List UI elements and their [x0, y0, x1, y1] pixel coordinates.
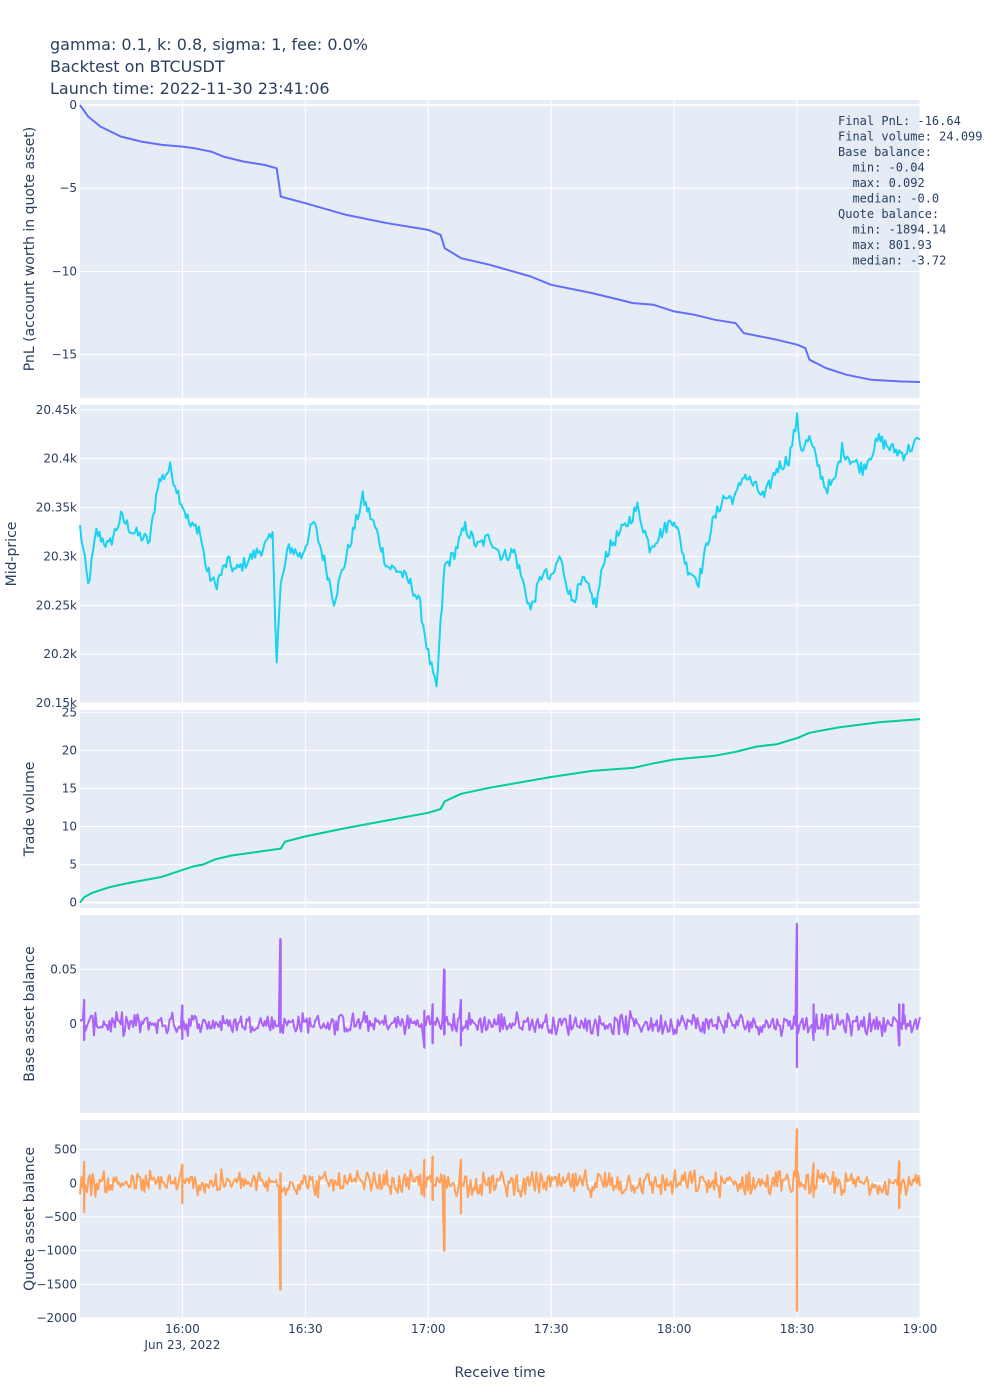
- y-tick-label: 20.25k: [36, 598, 77, 612]
- x-tick-label: 17:30: [534, 1322, 569, 1336]
- subplot-panels: 0 −5 −10 −15 PnL (account worth in quote ass…: [4, 98, 921, 1325]
- y-tick-label: −2000: [36, 1311, 77, 1325]
- series-line: [79, 104, 921, 383]
- y-tick-label: 20.45k: [36, 403, 77, 417]
- panel-mid-price: 20.45k 20.4k 20.35k 20.3k 20.25k 20.2k 20.15k M…: [4, 403, 921, 710]
- y-axis-title: PnL (account worth in quote asset): [22, 127, 38, 371]
- series-line: [79, 1128, 921, 1312]
- y-tick-label: 0: [69, 1017, 77, 1031]
- series-line: [79, 412, 921, 688]
- plot-background: [80, 915, 920, 1113]
- x-tick-label: 16:00: [165, 1322, 200, 1336]
- y-tick-label: 25: [62, 705, 77, 719]
- y-tick-label: −1000: [36, 1244, 77, 1258]
- y-tick-label: 500: [54, 1143, 77, 1157]
- title-symbol: Backtest on BTCUSDT: [50, 57, 225, 76]
- stats-annotation: Final PnL: -16.64 Final volume: 24.099 B…: [838, 114, 983, 268]
- stat-quote-median: median: -3.72: [838, 254, 946, 268]
- x-axis-title: Receive time: [455, 1365, 546, 1381]
- y-tick-label: 0: [69, 1176, 77, 1190]
- stat-final-volume: Final volume: 24.099: [838, 130, 983, 144]
- y-tick-label: 20.35k: [36, 501, 77, 515]
- stat-base-min: min: -0.04: [838, 161, 925, 175]
- title-launch-time: Launch time: 2022-11-30 23:41:06: [50, 79, 330, 98]
- y-axis-title: Quote asset balance: [22, 1147, 38, 1291]
- y-tick-label: 0: [69, 896, 77, 910]
- y-tick-label: −15: [52, 348, 77, 362]
- x-tick-label: 19:00: [903, 1322, 938, 1336]
- x-axis: 16:00 Jun 23, 2022 16:30 17:00 17:30 18:00 18:…: [143, 1322, 937, 1352]
- plot-background: [80, 100, 920, 398]
- stat-base-median: median: -0.0: [838, 192, 939, 206]
- stat-quote-max: max: 801.93: [838, 238, 932, 252]
- stat-final-pnl: Final PnL: -16.64: [838, 114, 961, 128]
- y-tick-label: 20.15k: [36, 696, 77, 710]
- y-tick-label: −10: [52, 264, 77, 278]
- panel-quote-asset: 500 0 −500 −1000 −1500 −2000 Quote asset balan…: [22, 1120, 921, 1325]
- x-tick-label: 17:00: [411, 1322, 446, 1336]
- stat-base-balance-header: Base balance:: [838, 145, 932, 159]
- y-tick-label: 0.05: [50, 962, 77, 976]
- y-axis-title: Trade volume: [22, 762, 38, 858]
- x-tick-label: 16:30: [288, 1322, 323, 1336]
- y-tick-label: −500: [44, 1210, 77, 1224]
- stat-base-max: max: 0.092: [838, 176, 925, 190]
- y-tick-label: −1500: [36, 1277, 77, 1291]
- figure-title: gamma: 0.1, k: 0.8, sigma: 1, fee: 0.0% …: [50, 35, 368, 98]
- y-tick-label: 10: [62, 820, 77, 834]
- y-tick-label: −5: [59, 181, 77, 195]
- y-axis-title: Mid-price: [4, 522, 20, 587]
- y-tick-label: 20: [62, 743, 77, 757]
- plot-background: [80, 1120, 920, 1318]
- title-params: gamma: 0.1, k: 0.8, sigma: 1, fee: 0.0%: [50, 35, 368, 54]
- y-axis-title: Base asset balance: [22, 946, 38, 1081]
- y-tick-label: 15: [62, 781, 77, 795]
- y-tick-label: 20.4k: [43, 452, 77, 466]
- series-line: [79, 718, 921, 904]
- y-tick-label: 20.2k: [43, 647, 77, 661]
- y-tick-label: 5: [69, 858, 77, 872]
- stat-quote-balance-header: Quote balance:: [838, 207, 939, 221]
- stat-quote-min: min: -1894.14: [838, 223, 946, 237]
- y-tick-label: 0: [69, 98, 77, 112]
- panel-pnl-account: 0 −5 −10 −15 PnL (account worth in quote ass…: [22, 98, 921, 398]
- panel-trade-volume: 25 20 15 10 5 0 Trade volume: [22, 705, 921, 910]
- series-line: [79, 922, 921, 1069]
- x-tick-label: 18:00: [657, 1322, 692, 1336]
- x-tick-date-label: Jun 23, 2022: [143, 1338, 220, 1352]
- y-tick-label: 20.3k: [43, 549, 77, 563]
- x-tick-label: 18:30: [780, 1322, 815, 1336]
- panel-base-asset: 0.05 0 Base asset balance: [22, 915, 921, 1113]
